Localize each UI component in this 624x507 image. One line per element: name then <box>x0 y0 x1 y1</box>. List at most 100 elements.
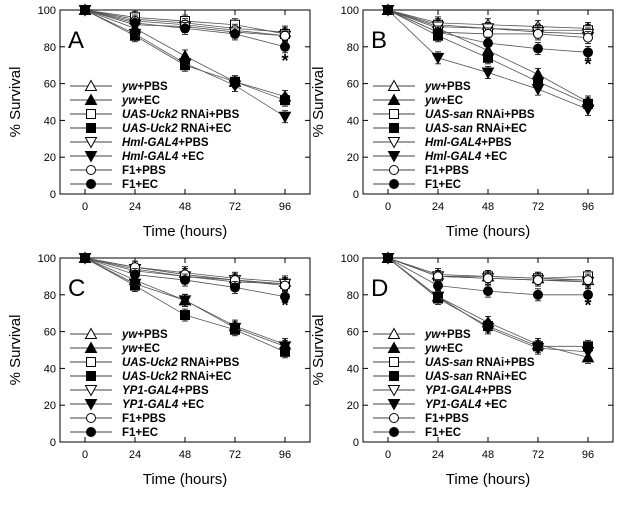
legend-marker <box>387 93 401 105</box>
legend-entry-italic: yw <box>424 343 441 355</box>
data-point <box>128 28 142 41</box>
legend-entry-plain: RNAi+PBS <box>178 357 240 369</box>
legend-entry-italic: yw <box>121 95 138 107</box>
legend-entry-plain: +PBS <box>481 385 512 397</box>
legend-marker <box>84 79 98 91</box>
legend-entry-plain: +EC <box>481 151 507 163</box>
x-axis-label: Time (hours) <box>143 471 227 488</box>
legend-entry: F1+PBS <box>425 165 469 177</box>
data-point <box>130 269 140 280</box>
y-tick-label: 100 <box>341 5 359 17</box>
x-tick-label: 96 <box>582 449 594 461</box>
data-point <box>533 28 543 39</box>
data-point <box>531 84 545 96</box>
legend-entry: yw+EC <box>424 95 463 107</box>
data-point <box>483 286 493 297</box>
legend-marker <box>86 109 96 119</box>
legend-marker <box>387 151 401 163</box>
legend-marker <box>84 327 98 339</box>
significance-asterisk: * <box>584 55 591 75</box>
legend-marker <box>387 341 401 353</box>
legend-entry-italic: Hml-GAL4 <box>425 151 482 163</box>
legend-entry: Hml-GAL4 +EC <box>425 151 507 163</box>
legend-marker <box>84 151 98 163</box>
legend-entry: F1+EC <box>425 427 461 439</box>
legend-entry-plain: F1+EC <box>425 427 461 439</box>
panel-label: D <box>371 275 388 302</box>
data-point <box>483 52 493 63</box>
legend-marker <box>84 93 98 105</box>
legend-entry-plain: +EC <box>440 95 463 107</box>
y-tick-label: 20 <box>44 152 56 164</box>
legend-marker <box>387 327 401 339</box>
x-tick-label: 24 <box>129 201 141 213</box>
legend-entry-plain: +EC <box>137 95 160 107</box>
legend-entry-plain: F1+PBS <box>122 413 166 425</box>
data-point <box>130 17 140 28</box>
legend-entry: F1+PBS <box>122 165 166 177</box>
data-point <box>278 111 292 124</box>
data-point <box>483 38 493 49</box>
y-tick-label: 20 <box>347 152 359 164</box>
legend-entry-italic: UAS-Uck2 <box>122 109 178 121</box>
legend-entry-plain: +PBS <box>178 385 209 397</box>
legend-entry-italic: UAS-san <box>425 123 473 135</box>
data-point <box>583 47 593 58</box>
legend-entry-italic: UAS-san <box>425 109 473 121</box>
data-point <box>230 28 240 39</box>
y-tick-label: 80 <box>347 42 359 54</box>
data-point <box>583 289 593 300</box>
y-tick-label: 60 <box>347 327 359 339</box>
legend-entry: yw+EC <box>121 343 160 355</box>
legend-entry-plain: +EC <box>440 343 463 355</box>
panel-b: 0 20 40 60 80 100 0 24 48 72 96 Time (hours) % Survi… <box>310 3 614 240</box>
legend-marker <box>389 357 399 367</box>
legend-marker <box>86 165 96 175</box>
data-point <box>383 5 393 15</box>
legend-entry-plain: RNAi+EC <box>178 123 232 135</box>
legend-marker <box>84 385 98 397</box>
legend-entry-italic: YP1-GAL4 <box>425 399 482 411</box>
data-point <box>228 80 242 92</box>
data-point <box>280 95 290 106</box>
legend-entry-plain: +EC <box>178 399 204 411</box>
legend-entry: F1+EC <box>425 179 461 191</box>
significance-asterisk: * <box>584 295 591 315</box>
y-tick-label: 40 <box>347 115 359 127</box>
x-tick-label: 0 <box>385 449 391 461</box>
legend-marker <box>86 371 96 381</box>
legend-entry-plain: F1+EC <box>122 427 158 439</box>
legend-entry-italic: yw <box>424 329 441 341</box>
legend-marker <box>86 357 96 367</box>
legend-entry: yw+PBS <box>121 81 168 93</box>
y-tick-label: 20 <box>347 400 359 412</box>
legend-entry-plain: +EC <box>178 151 204 163</box>
panel-d: 0 20 40 60 80 100 0 24 48 72 96 Time (hours) % Survi… <box>310 251 614 488</box>
data-point <box>178 295 192 307</box>
legend-entry-plain: +EC <box>481 399 507 411</box>
legend-marker <box>387 137 401 149</box>
legend-marker <box>387 385 401 397</box>
data-point <box>280 291 290 302</box>
legend-entry-plain: RNAi+PBS <box>473 357 535 369</box>
panel-label: C <box>68 275 85 302</box>
legend-entry: YP1-GAL4+PBS <box>122 385 209 397</box>
legend-entry: UAS-san RNAi+PBS <box>425 357 535 369</box>
legend-entry-plain: +PBS <box>137 81 168 93</box>
x-tick-label: 24 <box>432 449 444 461</box>
legend-entry: yw+PBS <box>424 329 471 341</box>
legend-entry: Hml-GAL4 +EC <box>122 151 204 163</box>
legend-entry-italic: yw <box>121 329 138 341</box>
data-point <box>481 322 495 335</box>
legend-entry: UAS-Uck2 RNAi+EC <box>122 371 232 383</box>
y-tick-label: 20 <box>44 400 56 412</box>
legend-entry: F1+EC <box>122 179 158 191</box>
data-point <box>483 273 493 284</box>
legend-entry: F1+PBS <box>122 413 166 425</box>
legend-entry-italic: Hml-GAL4 <box>122 151 179 163</box>
data-point <box>431 52 445 65</box>
legend-entry-italic: yw <box>121 81 138 93</box>
data-point <box>433 280 443 291</box>
data-point <box>581 346 595 359</box>
